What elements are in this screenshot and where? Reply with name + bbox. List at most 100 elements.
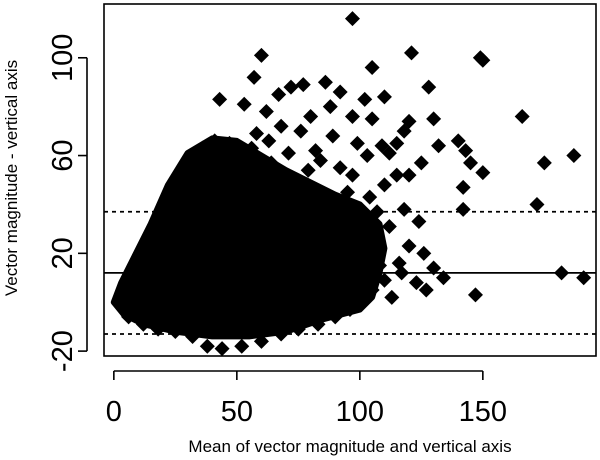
- data-point: [458, 143, 474, 159]
- data-point: [426, 260, 442, 276]
- data-point: [389, 167, 405, 183]
- data-point: [389, 135, 405, 151]
- data-point: [290, 321, 306, 337]
- data-point: [352, 221, 368, 237]
- data-point: [396, 201, 412, 217]
- data-point: [342, 240, 358, 256]
- data-point: [381, 218, 397, 234]
- data-point: [121, 309, 137, 325]
- data-point: [472, 50, 488, 66]
- data-point: [450, 133, 466, 149]
- data-point: [253, 333, 269, 349]
- data-point: [249, 126, 265, 142]
- x-axis-label: Mean of vector magnitude and vertical ax…: [188, 437, 511, 456]
- data-point: [111, 294, 127, 310]
- data-point: [234, 338, 250, 354]
- data-point: [327, 309, 343, 325]
- data-point: [342, 302, 358, 318]
- data-point: [566, 148, 582, 164]
- x-tick-label: 50: [221, 396, 253, 428]
- data-points-layer: [110, 11, 592, 357]
- data-point: [372, 258, 388, 274]
- data-point: [344, 108, 360, 124]
- data-point: [396, 123, 412, 139]
- data-point: [322, 99, 338, 115]
- data-point: [426, 111, 442, 127]
- data-point: [359, 148, 375, 164]
- data-point: [421, 79, 437, 95]
- data-point: [258, 104, 274, 120]
- data-point: [150, 321, 166, 337]
- data-point: [214, 341, 230, 357]
- data-point: [167, 324, 183, 340]
- data-point: [536, 155, 552, 171]
- data-point: [374, 138, 390, 154]
- data-point: [310, 316, 326, 332]
- x-tick-label: 0: [106, 396, 122, 428]
- data-point: [431, 138, 447, 154]
- data-point: [261, 133, 277, 149]
- data-point: [273, 118, 289, 134]
- data-point: [283, 79, 299, 95]
- y-tick-label: -20: [47, 330, 79, 372]
- data-point: [194, 140, 210, 156]
- data-point: [281, 145, 296, 161]
- y-axis-label: Vector magnitude - vertical axis: [2, 60, 21, 296]
- data-point: [207, 133, 223, 149]
- data-point: [475, 165, 491, 181]
- data-point: [332, 84, 348, 100]
- data-point: [344, 11, 360, 27]
- data-point: [467, 287, 483, 303]
- data-point: [253, 47, 269, 63]
- data-point: [312, 152, 328, 168]
- axes-layer: 0 50 100 150 -20 20 60 100: [47, 34, 507, 428]
- data-point: [401, 238, 417, 254]
- y-tick-label: 60: [47, 139, 79, 171]
- data-point: [244, 140, 260, 156]
- data-point: [293, 123, 309, 139]
- data-point: [263, 155, 279, 171]
- data-point: [295, 77, 311, 93]
- data-point: [413, 155, 429, 171]
- data-point: [344, 167, 360, 183]
- data-point: [455, 179, 471, 195]
- data-point: [404, 45, 419, 61]
- x-tick-label: 100: [336, 396, 384, 428]
- data-point: [376, 272, 392, 288]
- data-point: [435, 270, 451, 286]
- data-point: [391, 255, 407, 271]
- data-point: [340, 184, 356, 200]
- data-point: [411, 214, 427, 230]
- data-point: [376, 89, 392, 105]
- data-point: [463, 155, 479, 171]
- data-point: [352, 294, 368, 310]
- data-point: [376, 177, 392, 193]
- data-point: [135, 316, 151, 332]
- data-point: [300, 162, 316, 178]
- data-point: [362, 189, 378, 205]
- data-point: [364, 282, 380, 298]
- data-point: [364, 60, 380, 76]
- x-tick-label: 150: [459, 396, 507, 428]
- data-point: [271, 86, 287, 102]
- data-point: [303, 108, 319, 124]
- plot-frame: [103, 3, 597, 357]
- data-point: [455, 201, 471, 217]
- data-point: [325, 128, 341, 144]
- y-tick-label: 100: [47, 34, 79, 82]
- data-point: [332, 160, 348, 176]
- data-point: [357, 91, 373, 107]
- data-point: [246, 69, 262, 85]
- data-point: [384, 289, 400, 305]
- data-point: [221, 135, 237, 151]
- data-point: [408, 275, 424, 291]
- y-tick-label: 20: [47, 237, 79, 269]
- dense-point-cloud: [110, 135, 388, 340]
- data-point: [529, 196, 545, 212]
- data-point: [349, 135, 365, 151]
- data-point: [199, 338, 215, 354]
- data-point: [416, 245, 432, 261]
- data-point: [418, 282, 434, 298]
- data-point: [364, 111, 380, 127]
